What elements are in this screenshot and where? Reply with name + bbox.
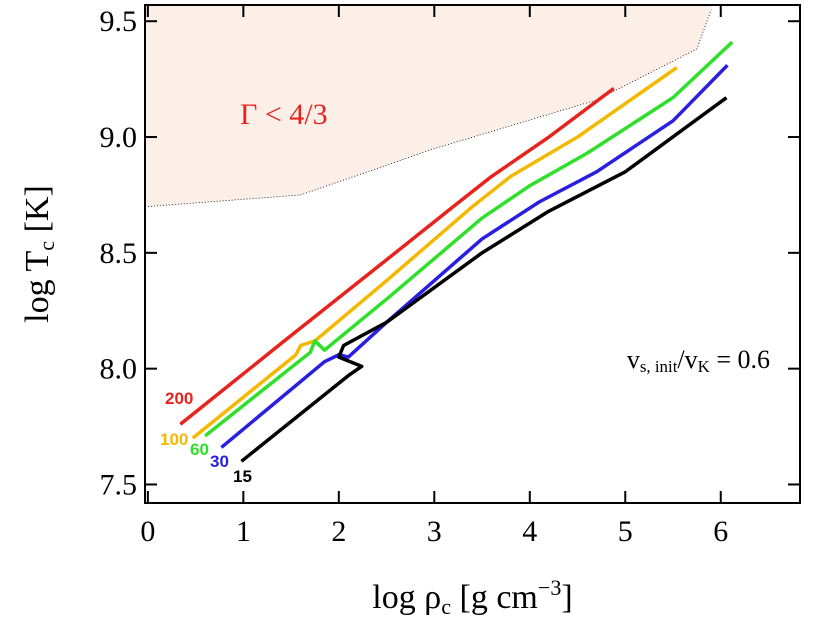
series-label: 60 [190,440,209,459]
annotation: vs, init/vK = 0.6 [627,345,770,376]
x-tick-label: 6 [713,515,728,548]
series-line [240,96,728,463]
x-tick-label: 0 [140,515,155,548]
series-line [179,86,615,426]
series-line [204,40,734,438]
series-label: 30 [210,452,229,471]
label-part: c [34,241,59,251]
x-tick-label: 5 [618,515,633,548]
series-line [220,63,729,449]
region-fill [145,5,712,207]
series-label: 15 [233,467,252,486]
y-tick-label: 8.0 [100,353,138,386]
x-axis-title: log ρc [g cm−3] [372,575,572,619]
label-part: v [627,345,640,374]
series-label: 100 [160,430,188,449]
y-tick-label: 8.5 [100,237,138,270]
y-tick-label: 9.0 [100,121,138,154]
label-part: = 0.6 [710,345,770,374]
label-part: K [698,357,711,376]
label-part: log ρ [372,579,441,616]
series-label: 200 [165,389,193,408]
plot-frame [144,4,801,504]
label-part: c [441,594,451,619]
label-part: /v [677,345,697,374]
x-tick-label: 3 [427,515,442,548]
x-tick-label: 4 [522,515,537,548]
region-label: Γ < 4/3 [240,98,328,131]
label-part: [g cm [451,579,538,616]
label-part: s, init [640,357,678,376]
y-axis-title: log Tc [K] [19,185,59,323]
label-part: −3 [538,575,562,600]
label-part: ] [561,579,572,616]
series-line [191,66,678,440]
y-tick-label: 9.5 [100,5,138,38]
x-tick-label: 1 [236,515,251,548]
x-tick-label: 2 [331,515,346,548]
y-tick-label: 7.5 [100,468,138,501]
label-part: log T [19,250,56,322]
label-part: [K] [19,185,56,241]
